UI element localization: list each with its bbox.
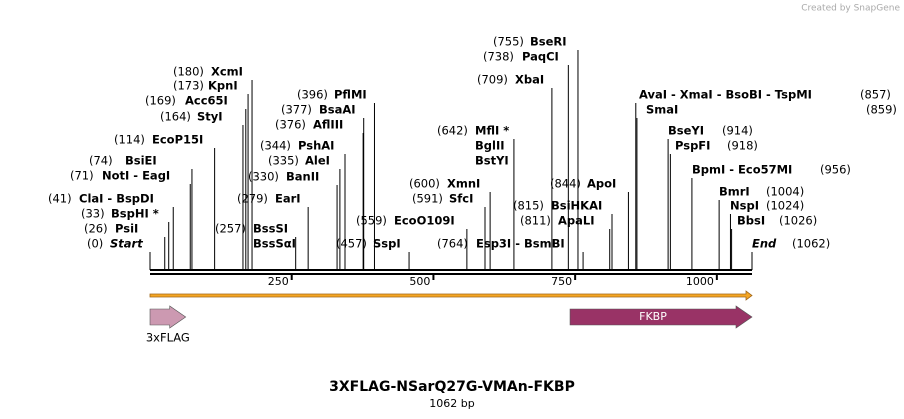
enzyme-name: Start [110, 237, 143, 251]
site-position: (335) [268, 154, 299, 168]
enzyme-name: BssSαI [253, 237, 296, 251]
site-position: (0) [87, 237, 103, 251]
enzyme-name: BspHI * [111, 207, 159, 221]
enzyme-name: BseRI [530, 35, 567, 49]
subtitle: 1062 bp [429, 397, 474, 410]
site-position: (33) [81, 207, 105, 221]
enzyme-name: NotI - EagI [102, 169, 170, 183]
enzyme-name: SmaI [646, 103, 678, 117]
site-position: (377) [281, 103, 312, 117]
enzyme-name: EcoO109I [394, 214, 455, 228]
enzyme-name: BssSI [253, 222, 288, 236]
enzyme-name: BsiEI [125, 154, 157, 168]
orf-arrow [149, 290, 753, 301]
enzyme-name: XmnI [447, 177, 480, 191]
enzyme-name: BglII [475, 139, 505, 153]
site-position: (114) [114, 133, 145, 147]
site-position: (914) [722, 124, 753, 138]
site-position: (344) [260, 139, 291, 153]
site-position: (815) [513, 199, 544, 213]
site-position: (600) [409, 177, 440, 191]
site-position: (376) [275, 118, 306, 132]
enzyme-name: BpmI - Eco57MI [692, 163, 792, 177]
site-position: (591) [412, 192, 443, 206]
enzyme-name: BanII [286, 170, 319, 184]
site-position: (26) [84, 222, 108, 236]
site-position: (1062) [792, 237, 830, 251]
enzyme-name: EcoP15I [152, 133, 203, 147]
feature-arrow [149, 305, 187, 329]
enzyme-name: KpnI [208, 79, 238, 93]
ruler-label: 500 [409, 275, 430, 288]
site-position: (709) [477, 73, 508, 87]
site-position: (642) [437, 124, 468, 138]
enzyme-name: Acc65I [185, 94, 228, 108]
feature-label: FKBP [639, 310, 667, 323]
enzyme-name: AvaI - XmaI - BsoBI - TspMI [639, 88, 812, 102]
enzyme-name: XcmI [211, 65, 243, 79]
title: 3XFLAG-NSarQ27G-VMAn-FKBP [329, 379, 575, 395]
site-position: (811) [520, 214, 551, 228]
site-position: (559) [356, 214, 387, 228]
site-position: (738) [483, 50, 514, 64]
enzyme-name: MflI * [475, 124, 509, 138]
enzyme-name: NspI [730, 199, 759, 213]
site-position: (755) [493, 35, 524, 49]
enzyme-name: PsiI [115, 222, 138, 236]
site-position: (173) [173, 79, 204, 93]
feature-label: 3xFLAG [146, 331, 190, 345]
feature-arrow [569, 305, 753, 329]
enzyme-name: BseYI [668, 124, 704, 138]
enzyme-name: BsaAI [319, 103, 356, 117]
enzyme-name: AflIII [313, 118, 343, 132]
enzyme-name: StyI [197, 110, 223, 124]
site-position: (764) [437, 237, 468, 251]
enzyme-name: Esp3I - BsmBI [476, 237, 565, 251]
site-position: (164) [160, 110, 191, 124]
enzyme-name: EarI [275, 192, 301, 206]
enzyme-name: End [752, 237, 777, 251]
enzyme-name: XbaI [515, 73, 544, 87]
site-position: (1004) [766, 185, 804, 199]
watermark: Created by SnapGene [801, 4, 900, 14]
enzyme-name: SspI [373, 237, 401, 251]
site-position: (1024) [766, 199, 804, 213]
site-position: (396) [297, 88, 328, 102]
site-position: (1026) [779, 214, 817, 228]
ruler-label: 750 [551, 275, 572, 288]
site-position: (859) [866, 103, 897, 117]
site-position: (74) [89, 154, 113, 168]
enzyme-name: PaqCI [522, 50, 559, 64]
enzyme-name: BmrI [719, 185, 750, 199]
enzyme-name: BbsI [737, 214, 765, 228]
enzyme-name: ApoI [587, 177, 616, 191]
site-position: (857) [860, 88, 891, 102]
site-position: (71) [70, 169, 94, 183]
site-position: (330) [248, 170, 279, 184]
enzyme-name: PspFI [675, 139, 710, 153]
enzyme-name: PshAI [298, 139, 334, 153]
site-position: (956) [820, 163, 851, 177]
site-position: (279) [237, 192, 268, 206]
enzyme-name: BsiHKAI [551, 199, 602, 213]
enzyme-name: SfcI [449, 192, 473, 206]
enzyme-name: AleI [305, 154, 330, 168]
site-position: (457) [336, 237, 367, 251]
enzyme-name: ApaLI [558, 214, 595, 228]
ruler-label: 1000 [686, 275, 714, 288]
ruler-label: 250 [268, 275, 289, 288]
site-position: (844) [550, 177, 581, 191]
enzyme-name: BstYI [475, 154, 509, 168]
site-position: (41) [48, 192, 72, 206]
site-position: (169) [145, 94, 176, 108]
site-position: (180) [173, 65, 204, 79]
enzyme-name: PflMI [334, 88, 367, 102]
site-position: (257) [215, 222, 246, 236]
enzyme-name: ClaI - BspDI [79, 192, 154, 206]
site-position: (918) [727, 139, 758, 153]
